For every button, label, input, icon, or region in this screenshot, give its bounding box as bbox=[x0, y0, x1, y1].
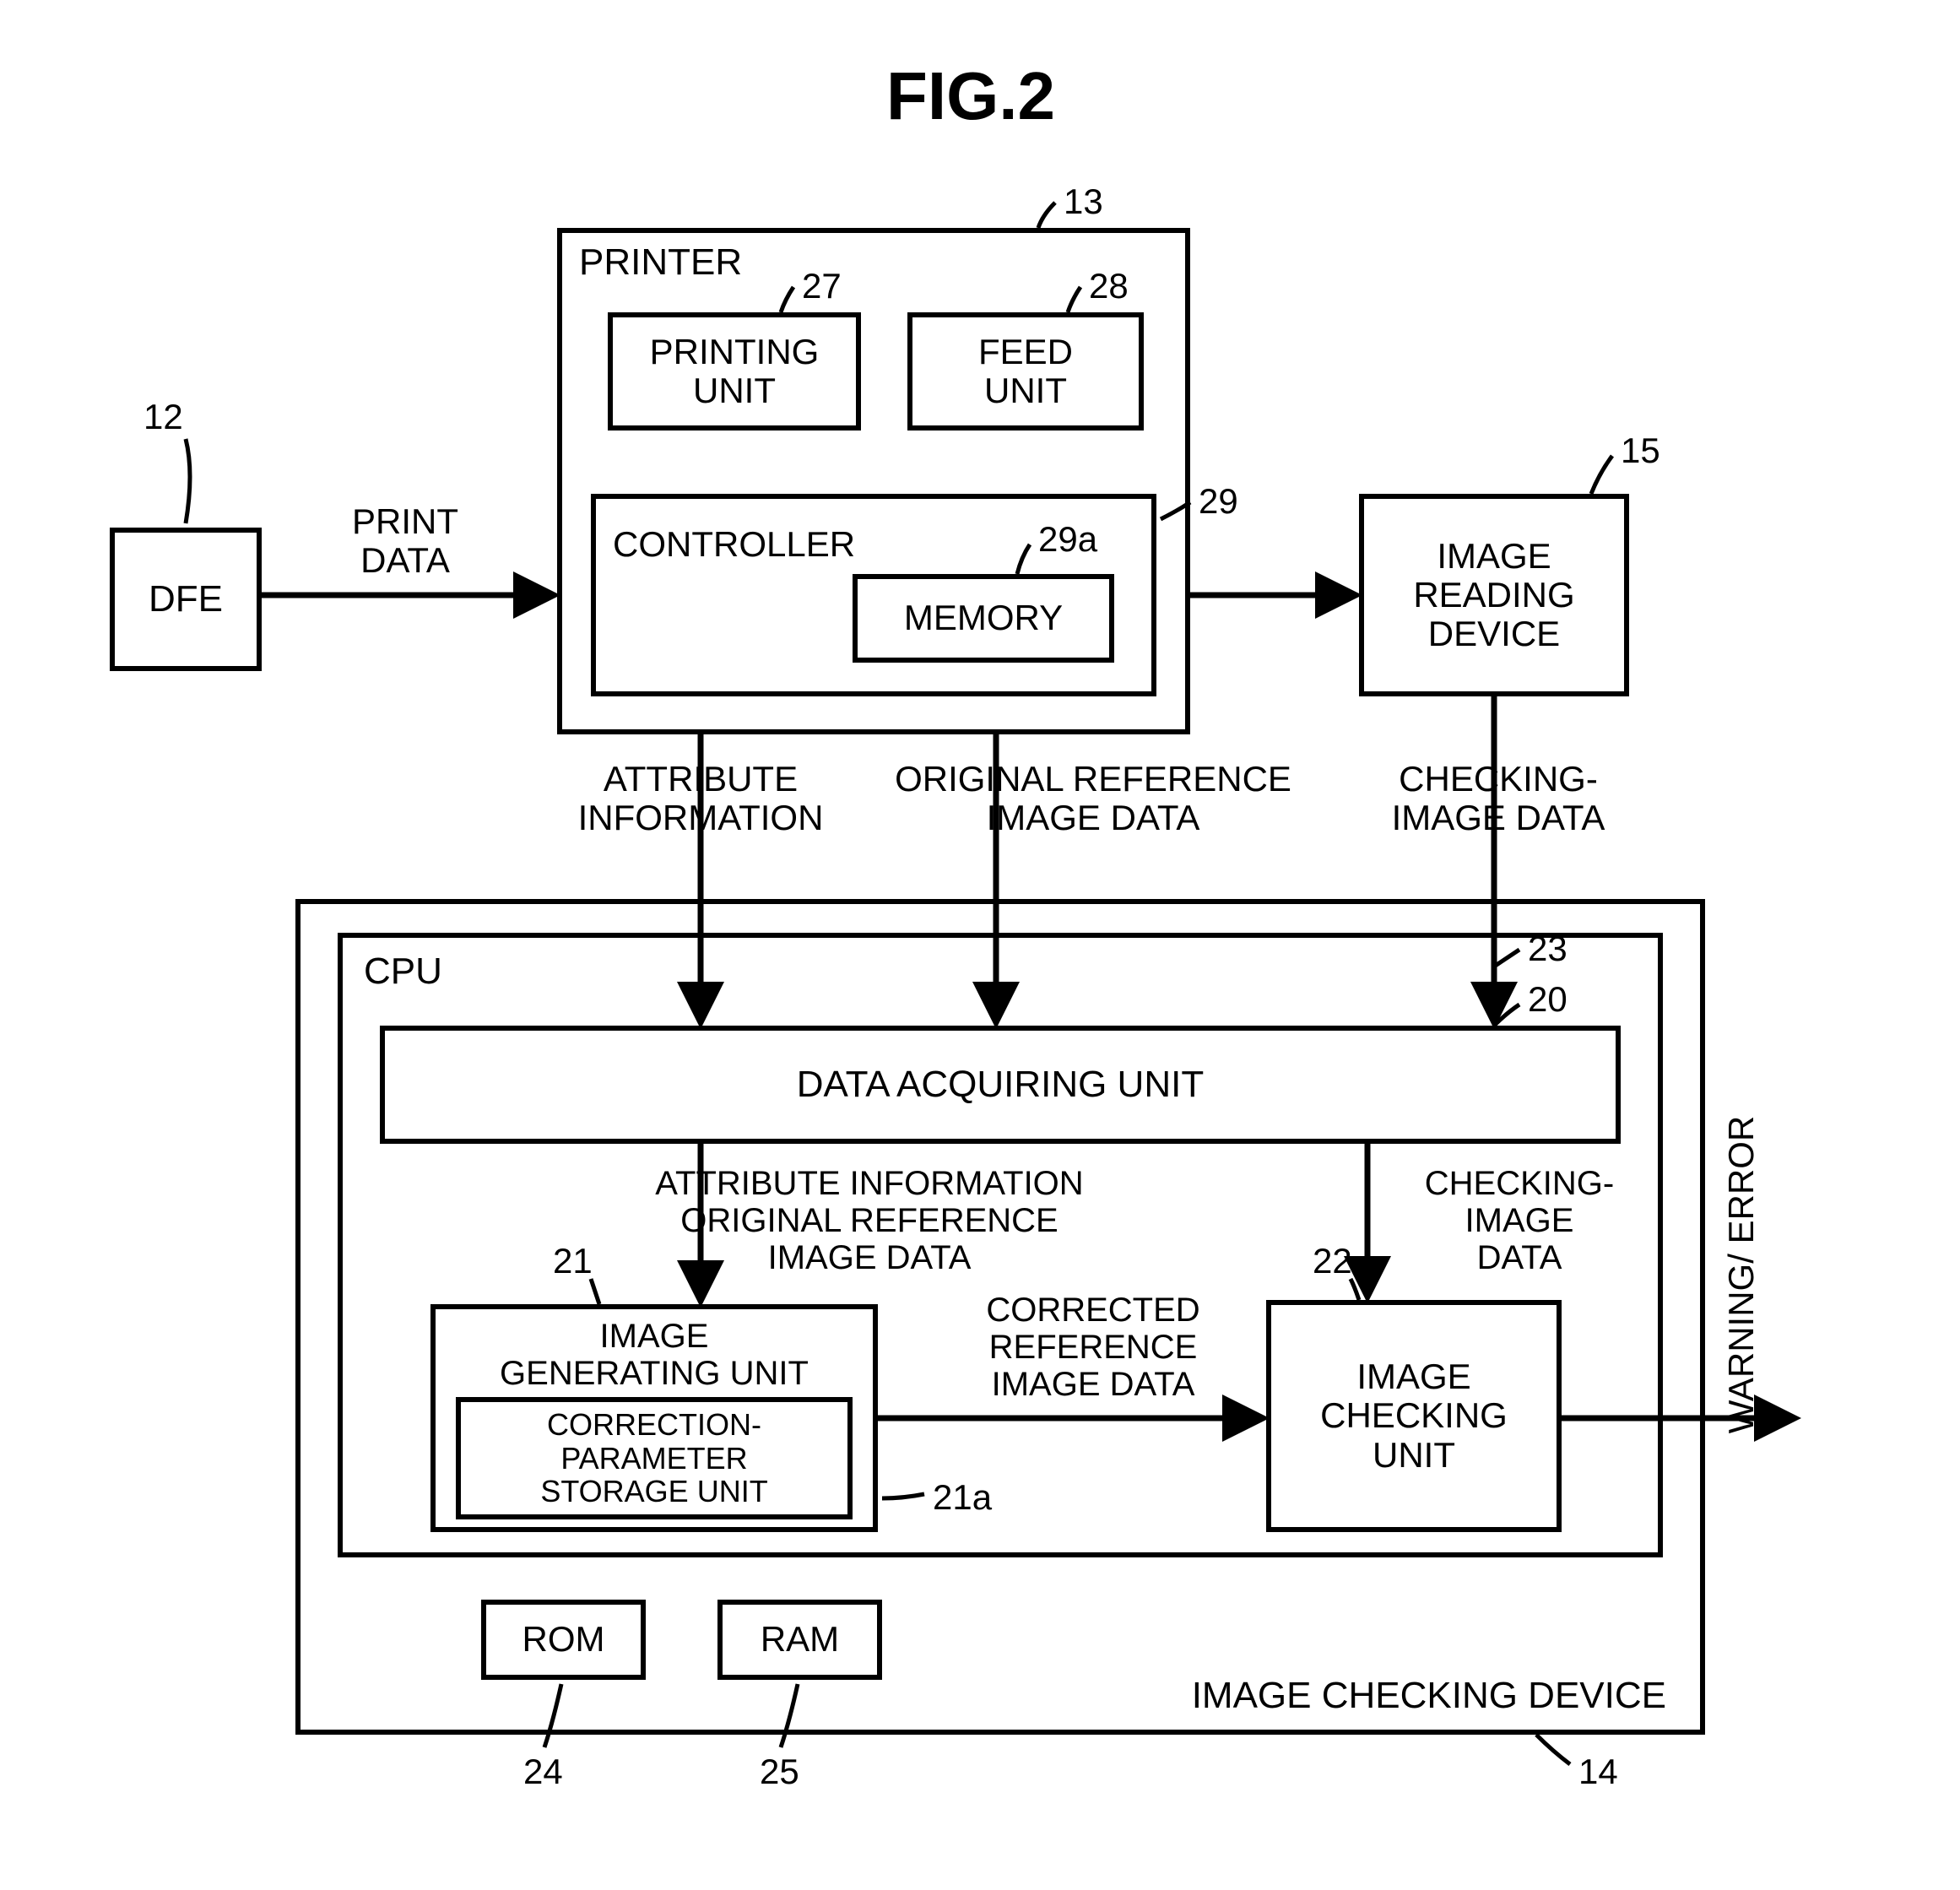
controller-label: CONTROLLER bbox=[613, 524, 855, 565]
attr-orig-ref-label: ATTRIBUTE INFORMATION ORIGINAL REFERENCE… bbox=[608, 1165, 1131, 1276]
figure-title: FIG.2 bbox=[760, 59, 1182, 133]
cpu-ref: 23 bbox=[1528, 929, 1567, 969]
image-reading-ref: 15 bbox=[1621, 431, 1660, 471]
data-acquiring-block: DATA ACQUIRING UNIT bbox=[380, 1026, 1621, 1144]
checking-data-label: CHECKING- IMAGE DATA bbox=[1351, 760, 1646, 837]
feed-unit-label: FEED UNIT bbox=[978, 333, 1073, 410]
rom-block: ROM bbox=[481, 1600, 646, 1680]
dfe-block: DFE bbox=[110, 528, 262, 671]
dfe-label: DFE bbox=[149, 579, 223, 620]
printing-unit-ref: 27 bbox=[802, 266, 842, 306]
print-data-label: PRINT DATA bbox=[287, 502, 523, 580]
ram-label: RAM bbox=[761, 1620, 839, 1659]
printing-unit-block: PRINTING UNIT bbox=[608, 312, 861, 431]
diagram-canvas: FIG.2 DFE 12 PRINTER 13 PRINTING UNIT 27… bbox=[0, 0, 1960, 1890]
corrected-ref-label: CORRECTED REFERENCE IMAGE DATA bbox=[941, 1292, 1245, 1403]
correction-storage-ref: 21a bbox=[933, 1477, 992, 1518]
printer-ref: 13 bbox=[1064, 181, 1103, 222]
memory-ref: 29a bbox=[1038, 519, 1097, 560]
warning-error-label: WARNING/ ERROR bbox=[1722, 1097, 1761, 1452]
image-checking-device-ref: 14 bbox=[1578, 1752, 1618, 1792]
data-acquiring-label: DATA ACQUIRING UNIT bbox=[797, 1064, 1204, 1105]
ram-ref: 25 bbox=[760, 1752, 799, 1792]
rom-label: ROM bbox=[522, 1620, 605, 1659]
image-reading-label: IMAGE READING DEVICE bbox=[1413, 537, 1574, 654]
image-generating-label: IMAGE GENERATING UNIT bbox=[500, 1318, 809, 1392]
rom-ref: 24 bbox=[523, 1752, 563, 1792]
image-generating-ref: 21 bbox=[553, 1241, 593, 1281]
ram-block: RAM bbox=[717, 1600, 882, 1680]
printer-label: PRINTER bbox=[579, 241, 742, 284]
checking-data2-label: CHECKING- IMAGE DATA bbox=[1384, 1165, 1654, 1276]
cpu-label: CPU bbox=[364, 950, 442, 993]
image-reading-block: IMAGE READING DEVICE bbox=[1359, 494, 1629, 696]
feed-unit-ref: 28 bbox=[1089, 266, 1129, 306]
image-checking-unit-label: IMAGE CHECKING UNIT bbox=[1320, 1357, 1508, 1475]
image-checking-unit-ref: 22 bbox=[1313, 1241, 1352, 1281]
feed-unit-block: FEED UNIT bbox=[907, 312, 1144, 431]
attribute-info-label: ATTRIBUTE INFORMATION bbox=[549, 760, 853, 837]
dfe-ref: 12 bbox=[143, 397, 183, 437]
correction-storage-label: CORRECTION- PARAMETER STORAGE UNIT bbox=[540, 1408, 767, 1508]
memory-block: MEMORY bbox=[853, 574, 1114, 663]
data-acquiring-ref: 20 bbox=[1528, 979, 1567, 1020]
image-checking-device-label: IMAGE CHECKING DEVICE bbox=[1192, 1675, 1666, 1717]
printing-unit-label: PRINTING UNIT bbox=[650, 333, 820, 410]
memory-label: MEMORY bbox=[904, 598, 1063, 637]
correction-storage-block: CORRECTION- PARAMETER STORAGE UNIT bbox=[456, 1397, 853, 1519]
image-checking-unit-block: IMAGE CHECKING UNIT bbox=[1266, 1300, 1562, 1532]
original-ref-label: ORIGINAL REFERENCE IMAGE DATA bbox=[878, 760, 1308, 837]
controller-ref: 29 bbox=[1199, 481, 1238, 522]
